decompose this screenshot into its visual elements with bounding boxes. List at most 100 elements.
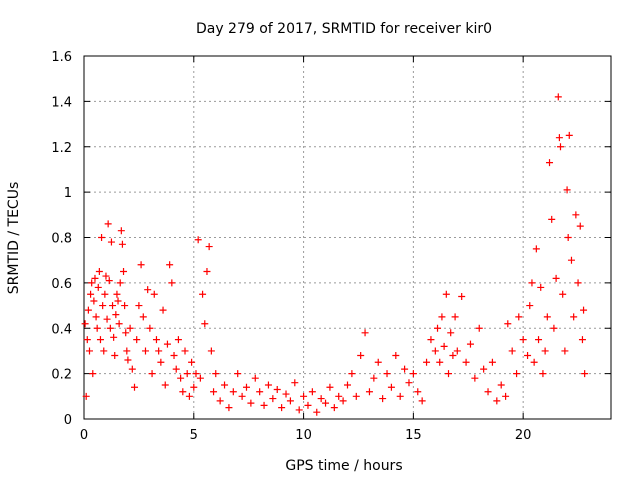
- y-tick-label: 0: [64, 413, 72, 428]
- data-point: [111, 351, 119, 359]
- data-point: [317, 395, 325, 403]
- data-point: [96, 336, 104, 344]
- data-point: [101, 290, 109, 298]
- data-point: [409, 370, 417, 378]
- data-point: [550, 324, 558, 332]
- plot-frame: [83, 55, 612, 420]
- data-point: [155, 347, 163, 355]
- data-point: [234, 370, 242, 378]
- data-point: [112, 311, 120, 319]
- data-point: [445, 370, 453, 378]
- data-point: [190, 383, 198, 391]
- data-point: [387, 383, 395, 391]
- data-point: [84, 306, 92, 314]
- data-point: [82, 392, 90, 400]
- data-point: [93, 324, 101, 332]
- data-point: [264, 381, 272, 389]
- data-point: [172, 365, 180, 373]
- data-point: [150, 290, 158, 298]
- data-point: [114, 297, 122, 305]
- data-point: [539, 370, 547, 378]
- data-point: [157, 358, 165, 366]
- y-tick-label: 1.6: [51, 50, 72, 65]
- data-point: [563, 186, 571, 194]
- data-point: [107, 238, 115, 246]
- x-tick-label: 5: [190, 428, 198, 443]
- data-point: [434, 324, 442, 332]
- data-point: [348, 370, 356, 378]
- y-tick-label: 1.2: [51, 141, 72, 156]
- data-point: [462, 358, 470, 366]
- data-point: [330, 404, 338, 412]
- axis-ticks: [83, 55, 611, 420]
- data-point: [440, 342, 448, 350]
- data-point: [83, 336, 91, 344]
- data-point: [546, 159, 554, 167]
- data-point: [295, 406, 303, 414]
- data-point: [515, 313, 523, 321]
- data-point: [192, 370, 200, 378]
- data-point: [188, 358, 196, 366]
- data-point: [365, 388, 373, 396]
- data-point: [161, 381, 169, 389]
- y-tick-label: 1.4: [51, 95, 72, 110]
- data-point: [313, 408, 321, 416]
- data-point: [484, 388, 492, 396]
- data-point: [133, 336, 141, 344]
- data-point: [480, 365, 488, 373]
- data-point: [207, 347, 215, 355]
- data-point: [141, 347, 149, 355]
- data-point: [139, 313, 147, 321]
- data-point: [504, 320, 512, 328]
- data-point: [451, 313, 459, 321]
- data-point: [199, 290, 207, 298]
- data-point: [383, 370, 391, 378]
- x-axis-label: GPS time / hours: [285, 458, 402, 474]
- data-point: [532, 245, 540, 253]
- data-point: [286, 397, 294, 405]
- data-point: [453, 347, 461, 355]
- data-point: [379, 395, 387, 403]
- data-point: [247, 399, 255, 407]
- data-point: [126, 324, 134, 332]
- data-point: [559, 290, 567, 298]
- data-point: [105, 277, 113, 285]
- data-point: [194, 236, 202, 244]
- data-point: [580, 306, 588, 314]
- data-point: [528, 279, 536, 287]
- data-point: [106, 324, 114, 332]
- data-point: [548, 215, 556, 223]
- data-point: [442, 290, 450, 298]
- data-point: [291, 379, 299, 387]
- data-point: [431, 347, 439, 355]
- y-tick-label: 0.2: [51, 368, 72, 383]
- data-point: [229, 388, 237, 396]
- data-point: [427, 336, 435, 344]
- data-point: [308, 388, 316, 396]
- data-point: [212, 370, 220, 378]
- data-point: [163, 340, 171, 348]
- data-point: [304, 401, 312, 409]
- data-point: [152, 336, 160, 344]
- data-point: [269, 395, 277, 403]
- data-point: [225, 404, 233, 412]
- data-point: [203, 268, 211, 276]
- x-tick-label: 10: [295, 428, 312, 443]
- y-tick-label: 0.4: [51, 322, 72, 337]
- data-point: [396, 392, 404, 400]
- data-point: [238, 392, 246, 400]
- data-point: [117, 227, 125, 235]
- data-point: [89, 370, 97, 378]
- data-point: [344, 381, 351, 389]
- data-point: [488, 358, 496, 366]
- data-point: [436, 358, 444, 366]
- data-point: [196, 374, 204, 382]
- data-point: [572, 211, 580, 219]
- data-point: [526, 302, 534, 310]
- data-point: [405, 379, 413, 387]
- data-point: [543, 313, 551, 321]
- data-point: [574, 279, 582, 287]
- data-point: [513, 370, 521, 378]
- data-point: [576, 222, 584, 230]
- data-point: [357, 351, 365, 359]
